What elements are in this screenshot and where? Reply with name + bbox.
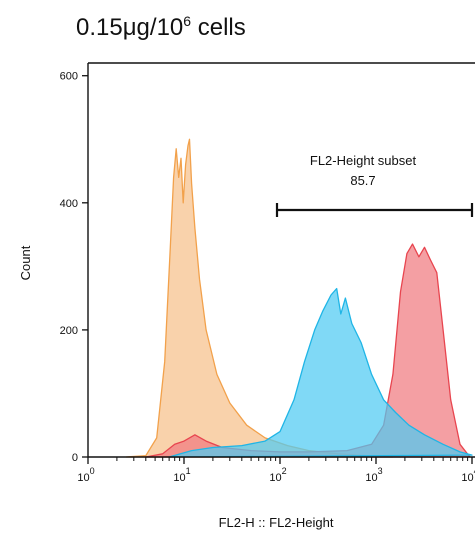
- y-tick-label: 0: [72, 452, 78, 464]
- y-tick-label: 200: [60, 325, 78, 337]
- x-tick-label: 101: [173, 466, 190, 484]
- gate-value: 85.7: [350, 173, 375, 188]
- chart-title: 0.15μg/106 cells: [76, 13, 246, 41]
- gate-label: FL2-Height subset: [310, 153, 417, 168]
- gate-marker: [275, 203, 474, 217]
- x-axis-label: FL2-H :: FL2-Height: [219, 515, 334, 530]
- x-tick-label: 100: [77, 466, 94, 484]
- series-area-3: [168, 287, 473, 458]
- x-tick-label: 103: [365, 466, 382, 484]
- y-tick-label: 400: [60, 198, 78, 210]
- x-tick-label: 102: [269, 466, 286, 484]
- x-tick-label: 104: [461, 466, 475, 484]
- histogram-areas: [125, 138, 473, 458]
- series-area-2: [145, 243, 471, 458]
- y-tick-label: 600: [60, 71, 78, 83]
- axes: 0 200 400 600 100 101 102 103 104: [60, 62, 475, 484]
- y-axis-label: Count: [18, 245, 33, 280]
